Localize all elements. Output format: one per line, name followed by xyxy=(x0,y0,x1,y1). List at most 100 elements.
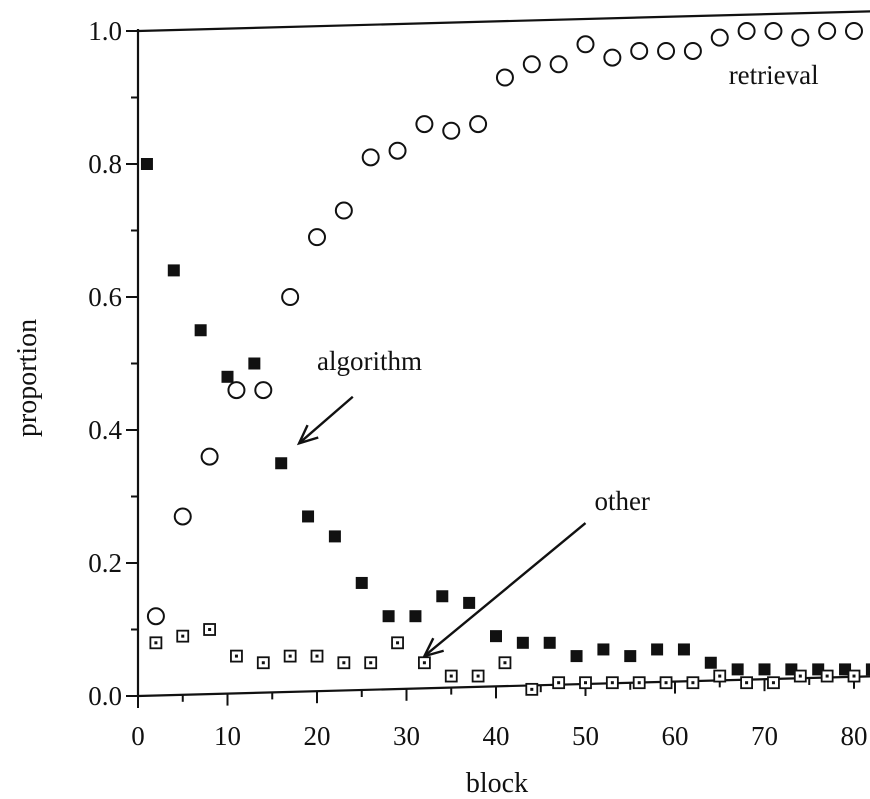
x-tick-label: 10 xyxy=(214,721,241,751)
other-arrow-line xyxy=(423,522,587,658)
algorithm-point xyxy=(275,457,288,470)
algorithm-point xyxy=(194,324,207,337)
algorithm-point xyxy=(624,650,637,663)
retrieval-point xyxy=(334,201,353,220)
other-point-center xyxy=(771,681,775,685)
algorithm-point xyxy=(167,264,180,277)
other-point-center xyxy=(691,681,695,685)
algorithm-point xyxy=(651,643,664,656)
y-tick-label: 0.8 xyxy=(88,149,122,179)
y-tick-label: 0.0 xyxy=(88,681,122,711)
retrieval-point xyxy=(818,22,837,40)
other-point-center xyxy=(557,681,561,685)
y-tick-label: 0.2 xyxy=(88,548,122,578)
retrieval-point xyxy=(791,28,810,47)
data-marks xyxy=(140,22,870,696)
algorithm-point xyxy=(248,357,261,370)
reference-line xyxy=(137,675,870,698)
x-tick-label: 0 xyxy=(131,721,145,751)
retrieval-point xyxy=(200,447,219,466)
other-point-center xyxy=(584,681,587,685)
axes: 0.0 0.2 0.4 0.6 0.8 1.0 0 10 20 30 40 50 60 70 80 xyxy=(88,16,867,751)
algorithm-point xyxy=(516,636,529,649)
other-point-center xyxy=(288,654,292,658)
other-point-center xyxy=(852,674,856,678)
algorithm-point xyxy=(839,663,852,676)
reference-line xyxy=(137,10,870,33)
y-tick-label: 0.4 xyxy=(88,415,122,445)
algorithm-point xyxy=(328,530,341,543)
algorithm-point xyxy=(785,663,798,676)
other-point-center xyxy=(181,634,185,638)
algorithm-point xyxy=(677,643,690,656)
algorithm-arrow-head xyxy=(296,424,319,446)
x-tick-label: 20 xyxy=(304,721,331,751)
retrieval-point xyxy=(549,55,568,74)
other-point-center xyxy=(342,661,346,665)
retrieval-point xyxy=(173,507,192,526)
retrieval-point xyxy=(308,228,326,247)
retrieval-point xyxy=(737,22,756,40)
algorithm-point xyxy=(490,630,502,643)
retrieval-point xyxy=(495,68,514,87)
algorithm-point xyxy=(758,663,771,676)
algorithm-label: algorithm xyxy=(317,346,422,376)
retrieval-point xyxy=(845,22,863,40)
algorithm-point xyxy=(731,663,744,676)
algorithm-point xyxy=(221,370,234,383)
other-point-center xyxy=(396,641,400,645)
algorithm-point xyxy=(302,510,315,523)
retrieval-point xyxy=(388,141,407,160)
other-point-center xyxy=(610,681,614,685)
y-axis-title: proportion xyxy=(12,319,43,437)
algorithm-point xyxy=(140,158,153,170)
retrieval-point xyxy=(361,148,380,167)
x-tick-label: 80 xyxy=(841,721,868,751)
retrieval-point xyxy=(683,41,702,60)
x-tick-label: 40 xyxy=(483,721,510,751)
retrieval-point xyxy=(415,115,434,134)
other-point-center xyxy=(637,681,641,685)
other-point-center xyxy=(449,674,453,678)
other-point-center xyxy=(798,674,802,678)
retrieval-point xyxy=(469,115,488,134)
retrieval-point xyxy=(254,381,273,400)
retrieval-point xyxy=(657,41,676,60)
algorithm-point xyxy=(865,663,870,676)
algorithm-point xyxy=(463,596,476,609)
other-point-center xyxy=(718,674,722,678)
retrieval-point xyxy=(576,35,595,54)
x-tick-label: 60 xyxy=(662,721,689,751)
other-point-center xyxy=(476,674,480,678)
retrieval-point xyxy=(603,48,622,67)
retrieval-point xyxy=(764,22,783,40)
algorithm-point xyxy=(436,590,449,603)
algorithm-point xyxy=(597,643,610,656)
retrieval-point xyxy=(281,288,300,306)
other-arrow-head xyxy=(422,637,444,658)
other-point-center xyxy=(154,641,158,645)
other-point-center xyxy=(503,661,507,665)
algorithm-point xyxy=(382,610,395,623)
other-point-center xyxy=(234,654,238,658)
other-point-center xyxy=(664,681,668,685)
y-tick-label: 1.0 xyxy=(88,16,122,46)
x-axis-title: block xyxy=(466,768,528,799)
x-tick-label: 70 xyxy=(751,721,778,751)
algorithm-arrow-line xyxy=(298,395,354,445)
x-tick-label: 50 xyxy=(572,721,599,751)
other-label: other xyxy=(594,486,649,516)
algorithm-point xyxy=(812,663,825,676)
other-point-center xyxy=(315,654,319,658)
x-tick-label: 30 xyxy=(393,721,420,751)
retrieval-point xyxy=(522,55,541,74)
retrieval-point xyxy=(227,381,246,400)
algorithm-point xyxy=(570,650,583,663)
retrieval-point xyxy=(710,28,729,47)
reference-lines xyxy=(137,10,870,698)
retrieval-point xyxy=(442,121,461,140)
other-point-center xyxy=(261,661,265,665)
retrieval-point xyxy=(630,41,649,60)
y-tick-label: 0.6 xyxy=(88,282,122,312)
